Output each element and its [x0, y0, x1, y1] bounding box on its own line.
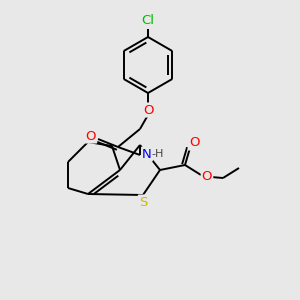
Text: -H: -H — [152, 149, 164, 159]
Text: O: O — [189, 136, 199, 149]
Text: N: N — [142, 148, 152, 160]
Text: Cl: Cl — [142, 14, 154, 28]
Text: O: O — [143, 103, 153, 116]
Text: O: O — [86, 130, 96, 142]
Text: O: O — [202, 170, 212, 184]
Text: S: S — [139, 196, 147, 208]
